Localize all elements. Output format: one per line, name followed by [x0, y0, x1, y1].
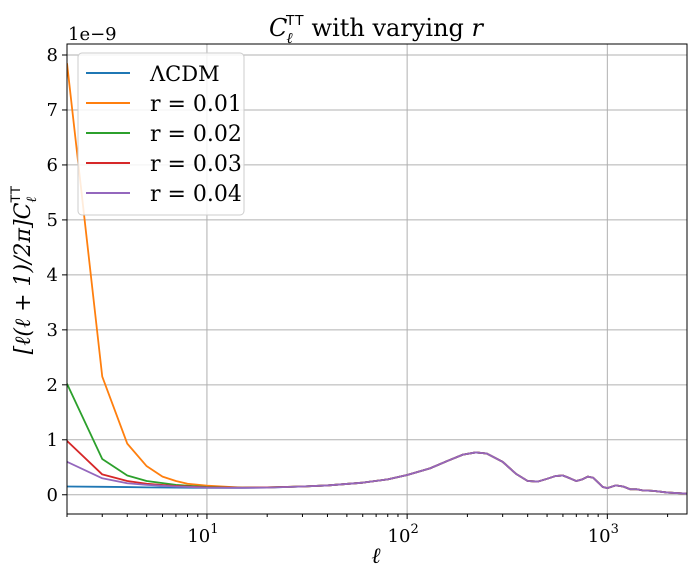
y-tick-label: 3 [47, 320, 58, 341]
legend-label: r = 0.02 [150, 122, 242, 147]
legend-box [77, 52, 245, 216]
y-tick-label: 5 [47, 210, 58, 231]
y-tick-label: 6 [47, 155, 58, 176]
legend-label: r = 0.03 [150, 152, 242, 177]
legend: ΛCDM r = 0.01 r = 0.02 r = 0.03 r = 0.04 [77, 52, 245, 216]
x-tick-label: 102 [388, 522, 419, 547]
x-axis-label: ℓ [371, 544, 381, 569]
series-line-5 [67, 451, 687, 495]
y-tick-label: 0 [47, 485, 58, 506]
y-tick-label: 2 [47, 375, 58, 396]
legend-label: r = 0.01 [150, 92, 242, 117]
y-multiplier: 1e−9 [68, 24, 117, 45]
axis-ticks: 0 1 2 3 4 5 6 7 8 101 102 103 [47, 45, 669, 547]
chart-title: CℓTT with varying r [269, 12, 485, 47]
grid [67, 44, 687, 514]
y-tick-label: 1 [47, 430, 58, 451]
legend-label: ΛCDM [149, 62, 220, 86]
y-tick-label: 7 [47, 100, 58, 121]
series-line-1 [67, 451, 687, 495]
y-tick-label: 8 [47, 45, 58, 66]
plot-frame [66, 43, 688, 515]
series-lines [67, 63, 687, 495]
x-tick-label: 103 [588, 522, 619, 547]
legend-label: r = 0.04 [150, 182, 242, 207]
x-tick-label: 101 [187, 522, 218, 547]
series-line-3 [67, 383, 687, 495]
y-axis-label: [ℓ(ℓ + 1)/2π]CℓTT [7, 185, 40, 354]
y-tick-label: 4 [47, 265, 58, 286]
